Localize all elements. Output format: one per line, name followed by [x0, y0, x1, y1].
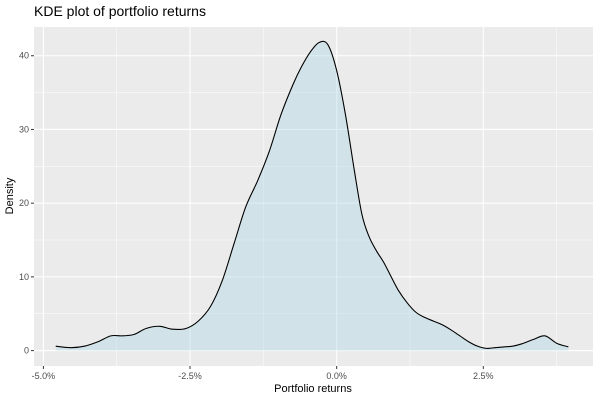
y-tick-label: 30: [19, 124, 29, 134]
density-area: [55, 41, 569, 351]
plot-panel: [34, 27, 593, 366]
major-grid: [34, 27, 593, 366]
chart-title: KDE plot of portfolio returns: [34, 3, 206, 19]
density-line: [55, 40, 569, 349]
minor-grid: [34, 27, 593, 366]
x-tick-label: -5.0%: [32, 371, 56, 381]
x-tick-label: -2.5%: [178, 371, 202, 381]
y-tick-label: 40: [19, 51, 29, 61]
x-axis-label: Portfolio returns: [274, 383, 352, 395]
y-axis-label: Density: [4, 177, 16, 214]
y-tick-label: 0: [24, 346, 29, 356]
y-tick-label: 10: [19, 272, 29, 282]
y-axis: 0 10 20 30 40: [19, 51, 34, 356]
x-tick-label: 0.0%: [326, 371, 347, 381]
x-tick-label: 2.5%: [473, 371, 494, 381]
y-tick-label: 20: [19, 198, 29, 208]
x-axis: -5.0% -2.5% 0.0% 2.5%: [32, 366, 494, 381]
